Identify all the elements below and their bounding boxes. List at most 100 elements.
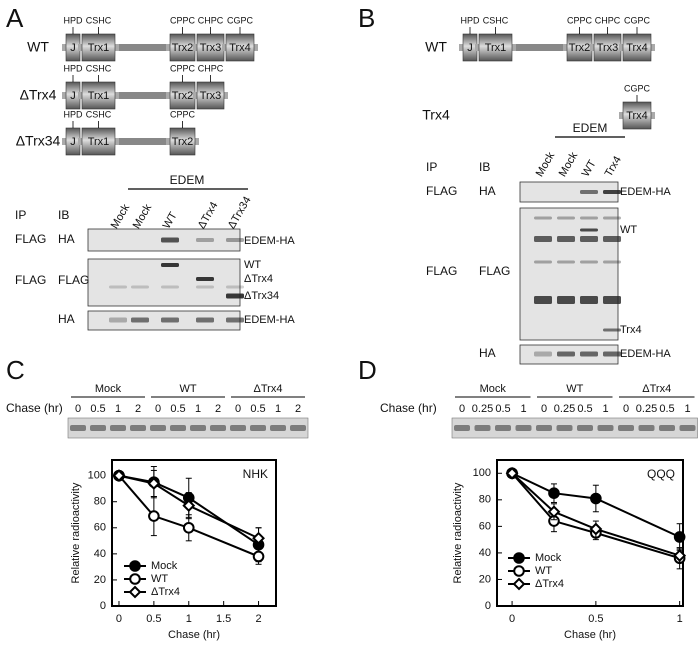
lane-time: 0.25 [554, 403, 575, 415]
marker [589, 522, 603, 536]
domain-label: J [70, 90, 76, 102]
chart-title: QQQ [647, 467, 675, 481]
gel-band [557, 216, 575, 220]
motif-label: CHPC [595, 15, 621, 25]
band-label: EDEM-HA [244, 314, 295, 326]
band-label: EDEM-HA [244, 235, 295, 247]
domain-label: Trx2 [172, 90, 194, 102]
gel-band [618, 425, 634, 431]
gel-band [109, 317, 127, 323]
ib-label: FLAG [479, 264, 510, 278]
ip-header: IP [426, 160, 437, 174]
construct-name: WT [425, 39, 447, 55]
domain-label: Trx4 [229, 42, 251, 54]
gel-group-label: ΔTrx4 [254, 383, 283, 395]
chart-title: NHK [243, 467, 268, 481]
y-tick-label: 100 [88, 470, 106, 482]
domain-label: Trx4 [626, 42, 648, 54]
gel-band [150, 425, 166, 431]
lane-label: WT [161, 210, 180, 231]
domain-label: Trx3 [597, 42, 619, 54]
legend-marker [128, 585, 142, 599]
lane-label: ΔTrx4 [196, 200, 221, 231]
domain-label: Trx3 [200, 90, 222, 102]
motif-label: CGPC [624, 83, 651, 93]
series-line [118, 474, 259, 540]
lane-time: 2 [295, 403, 301, 415]
lane-label: Mock [534, 150, 558, 179]
lane-time: 0.5 [90, 403, 105, 415]
lane-time: 0.5 [577, 403, 592, 415]
marker [182, 521, 195, 534]
gel-band [196, 285, 214, 289]
domain-label: J [70, 42, 76, 54]
legend-label: WT [535, 565, 552, 577]
motif-label: CHPC [198, 15, 224, 25]
gel-band [659, 425, 675, 431]
lane-time: 0.5 [250, 403, 265, 415]
gel-band [250, 425, 266, 431]
gel-band [110, 425, 126, 431]
x-tick-label: 0 [509, 613, 515, 625]
gel-group-label: ΔTrx4 [642, 383, 671, 395]
construct-name: Trx4 [422, 107, 450, 123]
group-label: EDEM [573, 121, 608, 135]
x-tick-label: 1 [677, 613, 683, 625]
legend-label: ΔTrx4 [535, 578, 564, 590]
linker [115, 92, 170, 99]
domain-label: Trx2 [172, 42, 194, 54]
gel-band [557, 296, 575, 304]
domain-label: J [467, 42, 473, 54]
domain-label: Trx1 [88, 90, 110, 102]
gel-band [474, 425, 491, 431]
y-tick-label: 20 [94, 574, 106, 586]
gel-strip [451, 417, 698, 439]
motif-label: CPPC [567, 15, 593, 25]
gel-group-label: WT [566, 383, 583, 395]
ib-label: HA [58, 232, 75, 246]
gel-band [534, 296, 552, 304]
construct-name: ΔTrx4 [20, 87, 57, 103]
gel-axis-label: Chase (hr) [6, 401, 63, 415]
marker [148, 510, 160, 522]
gel-band [679, 425, 696, 431]
gel-band [580, 228, 598, 232]
y-axis-label: Relative radioactivity [70, 482, 82, 583]
ib-header: IB [58, 208, 69, 222]
gel-band [557, 236, 575, 242]
marker [548, 487, 560, 499]
group-label: EDEM [170, 173, 205, 187]
lane-time: 0.5 [659, 403, 674, 415]
motif-label: CPPC [170, 109, 196, 119]
lane-time: 0 [155, 403, 161, 415]
lane-time: 1 [602, 403, 608, 415]
domain-label: Trx3 [200, 42, 222, 54]
x-tick-label: 1 [186, 613, 192, 625]
lane-time: 1 [684, 403, 690, 415]
motif-label: HPD [63, 63, 83, 73]
blot-box [519, 207, 619, 341]
domain-label: Trx2 [172, 136, 194, 148]
gel-band [580, 296, 598, 304]
y-tick-label: 40 [94, 548, 106, 560]
legend-label: Mock [535, 552, 562, 564]
gel-band [190, 425, 206, 431]
domain-box [169, 33, 196, 62]
marker [673, 549, 687, 562]
lane-time: 0.25 [472, 403, 493, 415]
lane-time: 2 [135, 403, 141, 415]
panel-label: D [358, 355, 377, 385]
gel-band [161, 317, 179, 323]
panel-label: B [358, 3, 375, 33]
gel-band [577, 425, 593, 431]
gel-band [603, 296, 621, 304]
gel-band [597, 425, 614, 431]
panel-label: A [6, 3, 24, 33]
linker [115, 44, 170, 51]
gel-band [161, 263, 179, 267]
legend-marker [513, 565, 525, 577]
domain-label: Trx1 [485, 42, 507, 54]
gel-band [638, 425, 655, 431]
domain-box [169, 127, 196, 156]
